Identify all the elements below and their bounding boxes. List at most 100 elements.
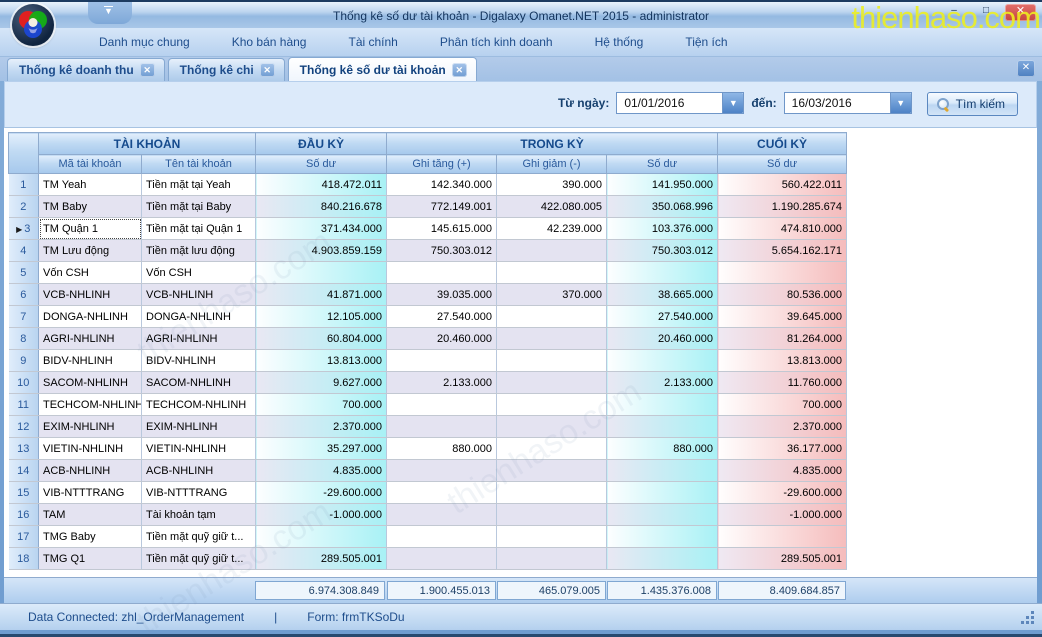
row-number[interactable]: ▶16	[8, 503, 39, 526]
cell-decrease[interactable]	[496, 349, 608, 372]
cell-account-name[interactable]: Tiền mặt tại Yeah	[141, 173, 257, 196]
menu-tai-chinh[interactable]: Tài chính	[348, 35, 398, 49]
cell-opening-balance[interactable]: 41.871.000	[255, 283, 388, 306]
table-row[interactable]: ▶12 EXIM-NHLINH EXIM-NHLINH 2.370.000 2.…	[8, 415, 848, 438]
cell-account-name[interactable]: Tiền mặt tại Baby	[141, 195, 257, 218]
menu-he-thong[interactable]: Hệ thống	[594, 35, 644, 49]
cell-increase[interactable]	[386, 481, 498, 504]
cell-account-name[interactable]: DONGA-NHLINH	[141, 305, 257, 328]
cell-account-name[interactable]: VCB-NHLINH	[141, 283, 257, 306]
cell-increase[interactable]: 20.460.000	[386, 327, 498, 350]
table-row[interactable]: ▶18 TMG Q1 Tiền mặt quỹ giữ t... 289.505…	[8, 547, 848, 570]
to-date-dropdown-icon[interactable]: ▼	[889, 93, 911, 113]
cell-opening-balance[interactable]: 4.903.859.159	[255, 239, 388, 262]
cell-opening-balance[interactable]: 700.000	[255, 393, 388, 416]
cell-account-code[interactable]: ACB-NHLINH	[38, 459, 142, 482]
cell-account-name[interactable]: Tiền mặt quỹ giữ t...	[141, 547, 257, 570]
column-header-ghi-tang[interactable]: Ghi tăng (+)	[386, 154, 498, 174]
cell-closing-balance[interactable]: 474.810.000	[717, 217, 848, 240]
table-row[interactable]: ▶10 SACOM-NHLINH SACOM-NHLINH 9.627.000 …	[8, 371, 848, 394]
cell-period-balance[interactable]	[606, 415, 719, 438]
row-number[interactable]: ▶17	[8, 525, 39, 548]
cell-opening-balance[interactable]: 2.370.000	[255, 415, 388, 438]
cell-period-balance[interactable]: 750.303.012	[606, 239, 719, 262]
close-button[interactable]: ✕	[1005, 4, 1036, 21]
tab-close-icon[interactable]: ✕	[139, 63, 155, 77]
cell-decrease[interactable]	[496, 415, 608, 438]
cell-account-name[interactable]: Tài khoản tạm	[141, 503, 257, 526]
menu-danh-muc-chung[interactable]: Danh mục chung	[99, 35, 190, 49]
cell-opening-balance[interactable]: 4.835.000	[255, 459, 388, 482]
cell-period-balance[interactable]: 350.068.996	[606, 195, 719, 218]
cell-account-code[interactable]: BIDV-NHLINH	[38, 349, 142, 372]
cell-decrease[interactable]	[496, 437, 608, 460]
cell-closing-balance[interactable]	[717, 525, 848, 548]
cell-closing-balance[interactable]: 289.505.001	[717, 547, 848, 570]
cell-period-balance[interactable]	[606, 481, 719, 504]
cell-decrease[interactable]	[496, 503, 608, 526]
menu-kho-ban-hang[interactable]: Kho bán hàng	[231, 35, 307, 49]
table-row[interactable]: ▶13 VIETIN-NHLINH VIETIN-NHLINH 35.297.0…	[8, 437, 848, 460]
tab-thong-ke-doanh-thu[interactable]: Thống kê doanh thu ✕	[7, 58, 165, 81]
table-row[interactable]: ▶1 TM Yeah Tiền mặt tại Yeah 418.472.011…	[8, 173, 848, 196]
group-header-dau-ky[interactable]: ĐẦU KỲ	[255, 132, 388, 155]
cell-account-code[interactable]: TMG Baby	[38, 525, 142, 548]
cell-increase[interactable]: 880.000	[386, 437, 498, 460]
cell-account-code[interactable]: VIETIN-NHLINH	[38, 437, 142, 460]
cell-account-name[interactable]: EXIM-NHLINH	[141, 415, 257, 438]
cell-closing-balance[interactable]: 700.000	[717, 393, 848, 416]
cell-opening-balance[interactable]	[255, 525, 388, 548]
cell-account-code[interactable]: SACOM-NHLINH	[38, 371, 142, 394]
cell-account-name[interactable]: BIDV-NHLINH	[141, 349, 257, 372]
table-row[interactable]: ▶11 TECHCOM-NHLINH TECHCOM-NHLINH 700.00…	[8, 393, 848, 416]
cell-opening-balance[interactable]: 840.216.678	[255, 195, 388, 218]
cell-closing-balance[interactable]: 80.536.000	[717, 283, 848, 306]
cell-closing-balance[interactable]: 39.645.000	[717, 305, 848, 328]
tab-close-icon[interactable]: ✕	[451, 62, 467, 77]
row-number[interactable]: ▶9	[8, 349, 39, 372]
row-number[interactable]: ▶4	[8, 239, 39, 262]
cell-closing-balance[interactable]: 13.813.000	[717, 349, 848, 372]
resize-grip[interactable]	[1020, 610, 1034, 624]
column-header-so-du-cuoi-ky[interactable]: Số dư	[717, 154, 848, 174]
cell-opening-balance[interactable]	[255, 261, 388, 284]
cell-increase[interactable]: 772.149.001	[386, 195, 498, 218]
quick-access-chevron-icon[interactable]: ▼	[104, 6, 113, 16]
from-date-dropdown-icon[interactable]: ▼	[722, 93, 744, 113]
cell-decrease[interactable]	[496, 327, 608, 350]
to-date-picker[interactable]: 16/03/2016 ▼	[783, 92, 912, 114]
cell-decrease[interactable]	[496, 239, 608, 262]
group-header-trong-ky[interactable]: TRONG KỲ	[386, 132, 719, 155]
cell-opening-balance[interactable]: 418.472.011	[255, 173, 388, 196]
row-number[interactable]: ▶14	[8, 459, 39, 482]
cell-increase[interactable]	[386, 393, 498, 416]
cell-increase[interactable]	[386, 349, 498, 372]
group-header-tai-khoan[interactable]: TÀI KHOẢN	[37, 132, 257, 155]
cell-account-code[interactable]: TM Baby	[38, 195, 142, 218]
cell-opening-balance[interactable]: 12.105.000	[255, 305, 388, 328]
cell-opening-balance[interactable]: 9.627.000	[255, 371, 388, 394]
cell-closing-balance[interactable]: 36.177.000	[717, 437, 848, 460]
row-number[interactable]: ▶10	[8, 371, 39, 394]
row-number[interactable]: ▶1	[8, 173, 39, 196]
cell-closing-balance[interactable]: 2.370.000	[717, 415, 848, 438]
row-number[interactable]: ▶8	[8, 327, 39, 350]
tab-close-icon[interactable]: ✕	[259, 63, 275, 77]
cell-increase[interactable]: 750.303.012	[386, 239, 498, 262]
cell-increase[interactable]: 145.615.000	[386, 217, 498, 240]
from-date-picker[interactable]: 01/01/2016 ▼	[616, 92, 745, 114]
cell-account-name[interactable]: Tiền mặt lưu động	[141, 239, 257, 262]
column-header-so-du-dau-ky[interactable]: Số dư	[255, 154, 388, 174]
cell-closing-balance[interactable]	[717, 261, 848, 284]
cell-account-code[interactable]: VCB-NHLINH	[38, 283, 142, 306]
menu-phan-tich-kinh-doanh[interactable]: Phân tích kinh doanh	[439, 35, 553, 49]
cell-decrease[interactable]	[496, 481, 608, 504]
to-date-value[interactable]: 16/03/2016	[791, 96, 852, 110]
cell-period-balance[interactable]	[606, 459, 719, 482]
cell-account-name[interactable]: Tiền mặt quỹ giữ t...	[141, 525, 257, 548]
cell-account-code[interactable]: TECHCOM-NHLINH	[38, 393, 142, 416]
cell-decrease[interactable]: 42.239.000	[496, 217, 608, 240]
cell-closing-balance[interactable]: -29.600.000	[717, 481, 848, 504]
cell-period-balance[interactable]	[606, 503, 719, 526]
cell-opening-balance[interactable]: 60.804.000	[255, 327, 388, 350]
